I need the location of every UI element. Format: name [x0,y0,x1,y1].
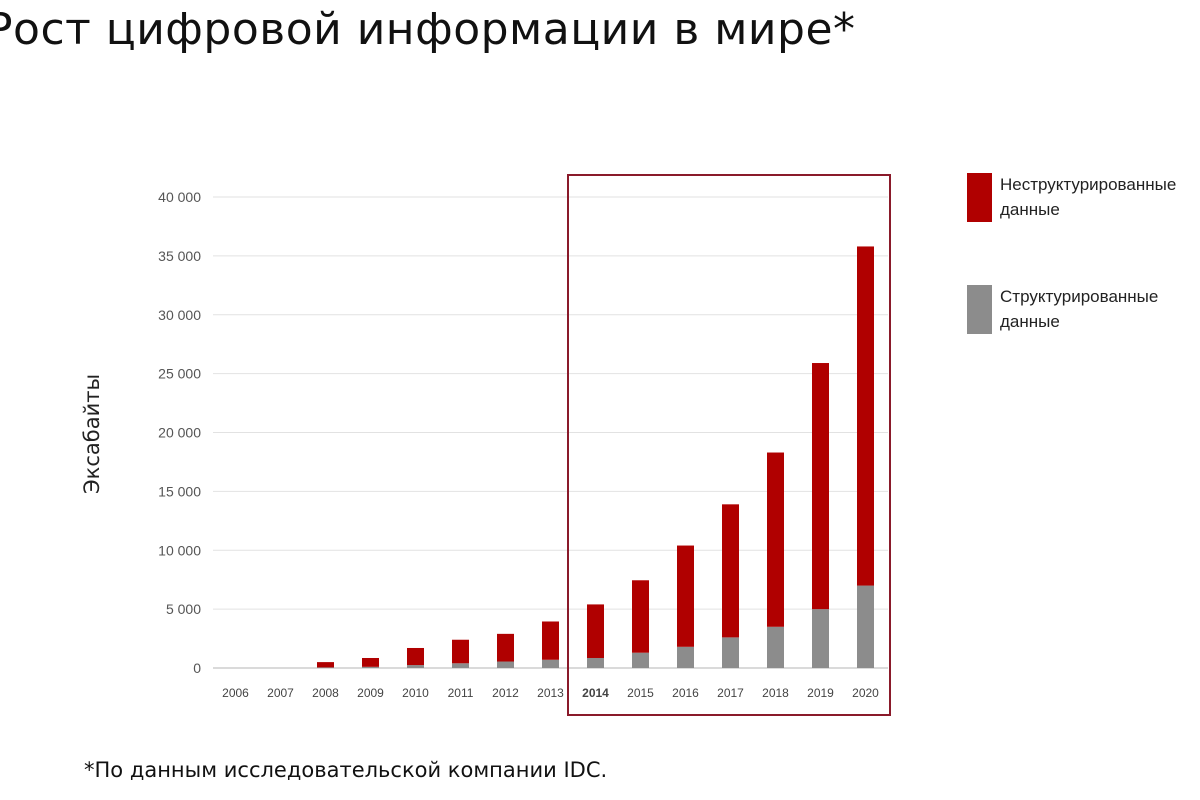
bar-unstructured [452,639,469,664]
x-tick-label: 2011 [448,686,474,700]
bar-structured [722,637,739,668]
bar-structured [362,666,379,668]
bar-unstructured [587,604,604,658]
x-tick-label: 2017 [717,686,744,700]
y-tick-label: 20 000 [158,425,201,441]
y-tick-label: 10 000 [158,542,201,558]
bar-structured [497,661,514,668]
highlight-frame [567,174,891,716]
bar-structured [677,646,694,668]
y-tick-label: 40 000 [158,189,201,205]
x-tick-label: 2008 [312,686,339,700]
bars [317,246,874,668]
bar-unstructured [542,621,559,660]
grid [213,196,888,669]
bar-unstructured [767,452,784,627]
highlight-frame-group [567,174,891,716]
legend-label: данные [1000,200,1060,219]
y-tick-label: 15 000 [158,483,201,499]
bar-structured [587,657,604,668]
x-tick-label: 2020 [852,686,879,700]
y-tick-label: 5 000 [166,601,201,617]
bar-structured [812,609,829,668]
legend-swatch [967,285,992,334]
bar-unstructured [632,580,649,653]
bar-unstructured [362,657,379,667]
y-tick-label: 30 000 [158,307,201,323]
x-tick-label: 2013 [537,686,564,700]
x-tick-label: 2009 [357,686,384,700]
x-tick-label: 2016 [672,686,699,700]
y-axis-label: Эксабайты [80,374,104,494]
x-tick-label: 2018 [762,686,789,700]
bar-unstructured [317,662,334,668]
bar-unstructured [407,647,424,666]
footnote: *По данным исследовательской компании ID… [84,758,608,782]
x-tick-label: 2006 [222,686,249,700]
bar-structured [317,667,334,668]
bar-structured [542,659,559,668]
bar-unstructured [677,545,694,647]
y-tick-label: 25 000 [158,366,201,382]
bar-structured [632,652,649,668]
bar-unstructured [497,633,514,662]
legend: Неструктурированные данные Структурированн… [967,173,1176,334]
y-axis-ticks: 0 5 000 10 000 15 000 20 000 25 000 30 000 35 0… [158,189,201,676]
bar-unstructured [812,363,829,610]
bar-unstructured [722,504,739,638]
legend-label: Структурированные [1000,287,1158,306]
y-tick-label: 0 [193,660,201,676]
x-tick-label: 2015 [627,686,654,700]
page-title: Рост цифровой информации в мире* [0,4,856,55]
bar-structured [767,626,784,668]
bar-structured [857,585,874,668]
y-tick-label: 35 000 [158,248,201,264]
legend-label: Неструктурированные [1000,175,1176,194]
x-tick-label: 2007 [267,686,294,700]
bar-structured [452,663,469,668]
x-tick-label: 2012 [492,686,519,700]
legend-label: данные [1000,312,1060,331]
legend-swatch [967,173,992,222]
x-tick-label: 2014 [582,686,609,700]
x-axis-ticks: 2006 2007 2008 2009 2010 2011 2012 2013 2014 2015… [222,686,879,700]
x-tick-label: 2010 [402,686,429,700]
bar-structured [407,665,424,668]
x-tick-label: 2019 [807,686,834,700]
bar-unstructured [857,246,874,586]
